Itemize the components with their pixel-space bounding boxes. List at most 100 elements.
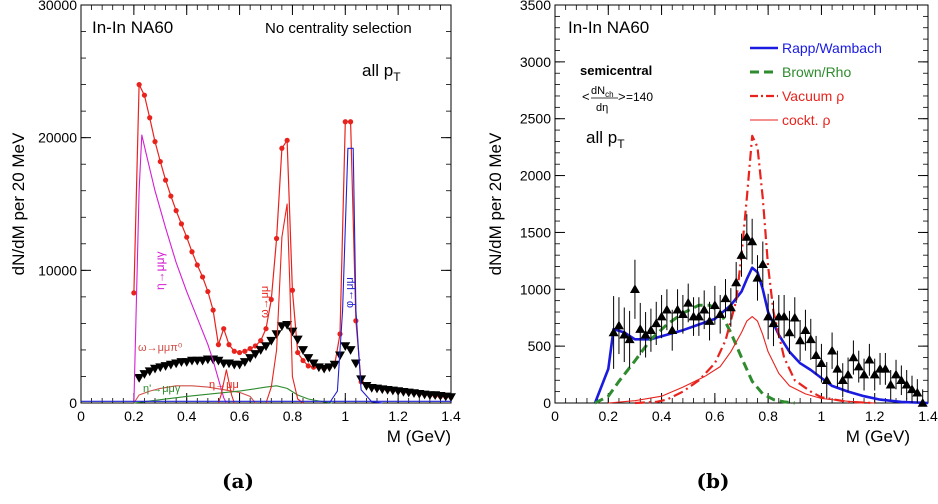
panel-b-data-point bbox=[699, 304, 710, 314]
panel-b-mult-num-sub: ch bbox=[605, 90, 613, 99]
panel-b-data-point bbox=[917, 398, 928, 407]
panel-a-total-point bbox=[242, 348, 248, 354]
panel-a-ytick-label: 10000 bbox=[38, 262, 77, 278]
panel-b-data-point bbox=[656, 311, 667, 321]
panel-b-multiplicity: < dNch dη > =140 bbox=[582, 85, 653, 114]
panel-a-data-point bbox=[356, 375, 367, 385]
panel-b-axes: 0 0.2 0.4 0.6 0.8 1 1.2 1.4 0 500 1000 1500 2000 2500… bbox=[520, 0, 938, 424]
panel-b-data-point bbox=[661, 304, 672, 314]
panel-a-data-point bbox=[446, 393, 456, 403]
panel-b-data-point bbox=[784, 327, 795, 337]
panel-b-data-point bbox=[837, 375, 848, 385]
panel-b-data-point bbox=[747, 236, 758, 246]
panel-b-xtick-label: 1 bbox=[818, 408, 826, 424]
panel-a-data-point bbox=[308, 359, 319, 369]
panel-a-data-point bbox=[271, 330, 282, 340]
panel-a-pt-label: all pT bbox=[362, 61, 401, 84]
panel-b-data-point bbox=[853, 361, 864, 371]
panel-b-chart: 0 0.2 0.4 0.6 0.8 1 1.2 1.4 0 500 1000 1500 2000 2500… bbox=[486, 0, 938, 493]
panel-a-total-point bbox=[168, 193, 174, 199]
panel-b-data-point bbox=[672, 304, 683, 314]
panel-b-data-point bbox=[848, 352, 859, 362]
panel-b-data-point bbox=[907, 384, 918, 394]
panel-a-data-point bbox=[239, 358, 250, 367]
panel-b-data-point bbox=[741, 231, 752, 241]
panel-b-ytick-label: 1500 bbox=[520, 224, 551, 240]
panel-a-total-point bbox=[295, 349, 301, 356]
panel-b-mult-num: dNch bbox=[591, 85, 614, 99]
panel-b-data-point bbox=[640, 329, 651, 339]
panel-b-data-point bbox=[667, 325, 678, 334]
panel-a-data-point bbox=[298, 346, 308, 355]
panel-b-legend-label: Brown/Rho bbox=[782, 64, 851, 80]
panel-b-data-point bbox=[720, 293, 731, 303]
panel-b-data-point bbox=[912, 387, 923, 397]
panel-b-data-point bbox=[709, 300, 720, 309]
panel-b-legend-label: Vacuum ρ bbox=[782, 88, 844, 104]
panel-b-data-point bbox=[896, 375, 907, 385]
panel-a-total-point bbox=[247, 346, 253, 352]
panel-b-mult-lt: < bbox=[582, 89, 590, 104]
panel-a-total-point bbox=[184, 234, 190, 240]
panel-b-mult-num-main: dN bbox=[591, 85, 605, 97]
panel-b-data-point bbox=[629, 284, 640, 294]
panel-a-omega-direct-label: ω→μμ bbox=[259, 286, 271, 318]
panel-b-ytick-label: 3500 bbox=[520, 0, 551, 13]
panel-b-series bbox=[593, 134, 929, 407]
panel-b-caption: (b) bbox=[697, 469, 730, 493]
panel-b-pt-sub: T bbox=[617, 137, 625, 151]
panel-b-data-point bbox=[613, 320, 624, 330]
panel-b-data-point bbox=[816, 358, 827, 367]
panel-a-total-point bbox=[300, 357, 306, 364]
panel-a-xlabel: M (GeV) bbox=[387, 427, 451, 446]
panel-b-data-point bbox=[832, 363, 843, 373]
panel-a-total-point bbox=[152, 139, 158, 145]
panel-a-total-point bbox=[284, 137, 290, 143]
panel-a-total-point bbox=[279, 145, 285, 151]
panel-b-data-point bbox=[635, 324, 646, 333]
panel-a-total-point bbox=[337, 331, 343, 337]
panel-a-axes: 0 0.2 0.4 0.6 0.8 1 1.2 1.4 0 10000 20000 30000 bbox=[38, 0, 461, 424]
panel-b-data-point bbox=[683, 297, 694, 307]
panel-b-data-point bbox=[859, 369, 870, 379]
panel-a-data-point bbox=[139, 370, 150, 379]
panel-a-total-point bbox=[147, 115, 153, 121]
panel-a-xtick-label: 0.2 bbox=[124, 408, 144, 424]
panel-b-data-point bbox=[677, 309, 688, 319]
panel-a-total-point bbox=[215, 342, 222, 348]
panel-a-caption: (a) bbox=[222, 469, 254, 493]
panel-a-line-phi-direct bbox=[328, 147, 383, 404]
panel-b-data-point bbox=[795, 335, 806, 345]
panel-b-data-point bbox=[827, 345, 838, 355]
panel-a-total-point bbox=[353, 318, 359, 324]
panel-a-data-point bbox=[350, 359, 361, 369]
panel-b-xtick-label: 0.2 bbox=[599, 408, 619, 424]
panel-a-data-point bbox=[324, 363, 335, 373]
panel-b-data-point bbox=[891, 369, 902, 379]
panel-a-total-point bbox=[226, 342, 232, 348]
panel-a-line-eta-direct bbox=[217, 369, 235, 404]
panel-b-xlabel: M (GeV) bbox=[846, 427, 910, 446]
panel-b-data-point bbox=[645, 325, 656, 334]
panel-a-ytick-label: 20000 bbox=[38, 130, 77, 146]
panel-a-total-point bbox=[273, 235, 280, 242]
panel-a-total-point bbox=[136, 82, 142, 88]
panel-b-data-point bbox=[800, 325, 811, 334]
panel-b-line-rapp-wambach bbox=[593, 266, 929, 405]
panel-a-data-point bbox=[255, 346, 266, 355]
panel-a-xtick-label: 0 bbox=[77, 408, 85, 424]
panel-a-eta-dalitz-label: η→μμγ bbox=[153, 251, 167, 290]
panel-b-xtick-label: 0.4 bbox=[652, 408, 672, 424]
panel-a-omega-dalitz-label: ω→μμπ⁰ bbox=[138, 342, 183, 354]
panel-b-line-vacuum bbox=[634, 134, 875, 405]
panel-a-data-point bbox=[144, 367, 155, 377]
panel-b-legend-label: Rapp/Wambach bbox=[782, 40, 882, 56]
panel-b-data-point bbox=[811, 350, 822, 359]
panel-b-data-point bbox=[619, 329, 630, 339]
panel-a-total-point bbox=[289, 287, 296, 293]
panel-a-pt-main: all p bbox=[362, 61, 393, 80]
panel-b-ytick-label: 3000 bbox=[520, 54, 551, 70]
panel-a-pt-sub: T bbox=[393, 70, 401, 84]
panel-a-data-point bbox=[250, 350, 261, 359]
panel-b-xtick-label: 0.6 bbox=[705, 408, 725, 424]
